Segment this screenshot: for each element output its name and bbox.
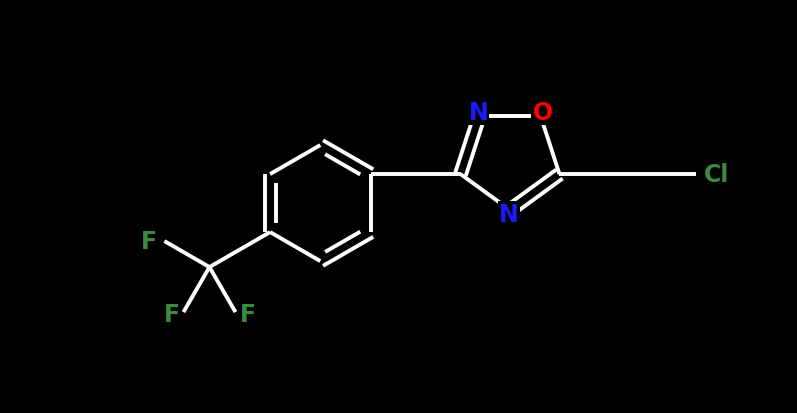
Text: O: O: [532, 101, 552, 125]
Text: F: F: [163, 302, 179, 326]
Text: F: F: [239, 302, 256, 326]
Text: Cl: Cl: [704, 163, 729, 187]
Text: N: N: [499, 202, 519, 226]
Text: F: F: [141, 230, 158, 254]
Text: N: N: [469, 101, 489, 125]
